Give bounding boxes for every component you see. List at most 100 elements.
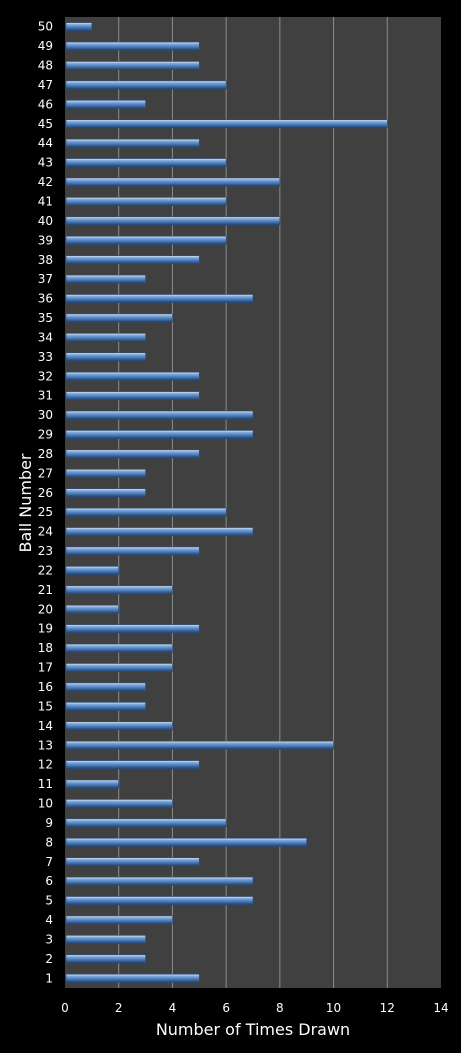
bar-ball-49 [65, 41, 200, 51]
bar-ball-48 [65, 61, 200, 70]
x-tick-label: 14 [433, 1001, 448, 1015]
y-tick-label: 9 [45, 816, 53, 830]
y-tick-label: 46 [38, 97, 53, 111]
bar-ball-42 [65, 177, 281, 187]
y-tick-label: 47 [38, 78, 53, 92]
bar-ball-25 [65, 507, 227, 517]
bar-ball-50 [65, 22, 93, 32]
bar-ball-22 [65, 566, 120, 575]
bar-ball-18 [65, 643, 173, 653]
y-tick-label: 28 [38, 447, 53, 461]
bar-ball-21 [65, 585, 173, 595]
y-tick-label: 20 [38, 602, 53, 616]
y-tick-label: 6 [45, 874, 53, 888]
bar-ball-13 [65, 740, 334, 750]
bar-ball-10 [65, 799, 173, 808]
y-tick-label: 1 [45, 971, 53, 985]
x-axis-title: Number of Times Drawn [156, 1020, 350, 1039]
y-tick-label: 12 [38, 758, 53, 772]
bar-ball-16 [65, 682, 146, 692]
y-tick-label: 38 [38, 253, 53, 267]
x-tick-label: 2 [115, 1001, 123, 1015]
y-tick-label: 22 [38, 563, 53, 577]
y-tick-label: 5 [45, 894, 53, 908]
y-tick-label: 18 [38, 641, 53, 655]
bar-ball-46 [65, 100, 146, 109]
y-tick-label: 26 [38, 486, 53, 500]
y-tick-label: 43 [38, 156, 53, 170]
bar-ball-11 [65, 779, 120, 789]
y-tick-label: 17 [38, 661, 53, 675]
bar-ball-47 [65, 80, 227, 90]
y-tick-label: 40 [38, 214, 53, 228]
bar-ball-12 [65, 760, 200, 770]
y-tick-label: 34 [38, 330, 53, 344]
bar-ball-38 [65, 255, 200, 265]
y-tick-label: 4 [45, 913, 53, 927]
bar-ball-14 [65, 721, 173, 731]
y-tick-label: 45 [38, 117, 53, 131]
y-axis-tick-labels: 1234567891011121314151617181920212223242… [38, 20, 53, 986]
bar-ball-1 [65, 973, 200, 983]
bar-ball-28 [65, 449, 200, 459]
bar-ball-8 [65, 837, 308, 847]
bar-ball-23 [65, 546, 200, 556]
bar-ball-35 [65, 313, 173, 323]
bar-ball-15 [65, 702, 146, 711]
y-tick-label: 42 [38, 175, 53, 189]
x-tick-label: 6 [222, 1001, 230, 1015]
y-tick-label: 32 [38, 369, 53, 383]
bar-ball-3 [65, 935, 146, 944]
bar-ball-26 [65, 488, 146, 498]
bar-ball-5 [65, 896, 254, 905]
y-tick-label: 14 [38, 719, 53, 733]
y-tick-label: 29 [38, 428, 53, 442]
bars [65, 22, 388, 983]
bar-ball-19 [65, 624, 200, 634]
x-tick-label: 8 [276, 1001, 284, 1015]
bar-ball-45 [65, 119, 388, 129]
y-tick-label: 11 [38, 777, 53, 791]
y-tick-label: 33 [38, 350, 53, 364]
y-tick-label: 15 [38, 699, 53, 713]
x-tick-label: 4 [169, 1001, 177, 1015]
bar-ball-41 [65, 197, 227, 206]
y-tick-label: 21 [38, 583, 53, 597]
y-tick-label: 37 [38, 272, 53, 286]
bar-ball-7 [65, 857, 200, 867]
bar-ball-37 [65, 274, 146, 284]
y-tick-label: 48 [38, 59, 53, 73]
y-tick-label: 49 [38, 39, 53, 53]
bar-ball-34 [65, 333, 146, 342]
y-tick-label: 13 [38, 738, 53, 752]
bar-ball-43 [65, 158, 227, 168]
y-tick-label: 35 [38, 311, 53, 325]
y-tick-label: 7 [45, 855, 53, 869]
y-axis-title: Ball Number [16, 453, 35, 552]
bar-ball-24 [65, 527, 254, 537]
x-tick-label: 12 [380, 1001, 395, 1015]
y-tick-label: 3 [45, 932, 53, 946]
bar-ball-17 [65, 663, 173, 672]
bar-ball-2 [65, 954, 146, 964]
y-tick-label: 23 [38, 544, 53, 558]
bar-ball-30 [65, 410, 254, 420]
bar-ball-36 [65, 294, 254, 303]
bar-ball-27 [65, 468, 146, 478]
y-tick-label: 36 [38, 292, 53, 306]
bar-ball-32 [65, 371, 200, 381]
y-tick-label: 41 [38, 194, 53, 208]
bar-ball-4 [65, 915, 173, 925]
bar-ball-29 [65, 430, 254, 439]
y-tick-label: 10 [38, 797, 53, 811]
y-tick-label: 44 [38, 136, 53, 150]
bar-ball-39 [65, 235, 227, 245]
y-tick-label: 27 [38, 466, 53, 480]
x-tick-label: 10 [326, 1001, 341, 1015]
bar-ball-31 [65, 391, 200, 401]
y-tick-label: 24 [38, 525, 53, 539]
x-axis-tick-labels: 0 2 4 6 8 10 12 14 [61, 1001, 448, 1015]
bar-ball-33 [65, 352, 146, 362]
x-tick-label: 0 [61, 1001, 69, 1015]
